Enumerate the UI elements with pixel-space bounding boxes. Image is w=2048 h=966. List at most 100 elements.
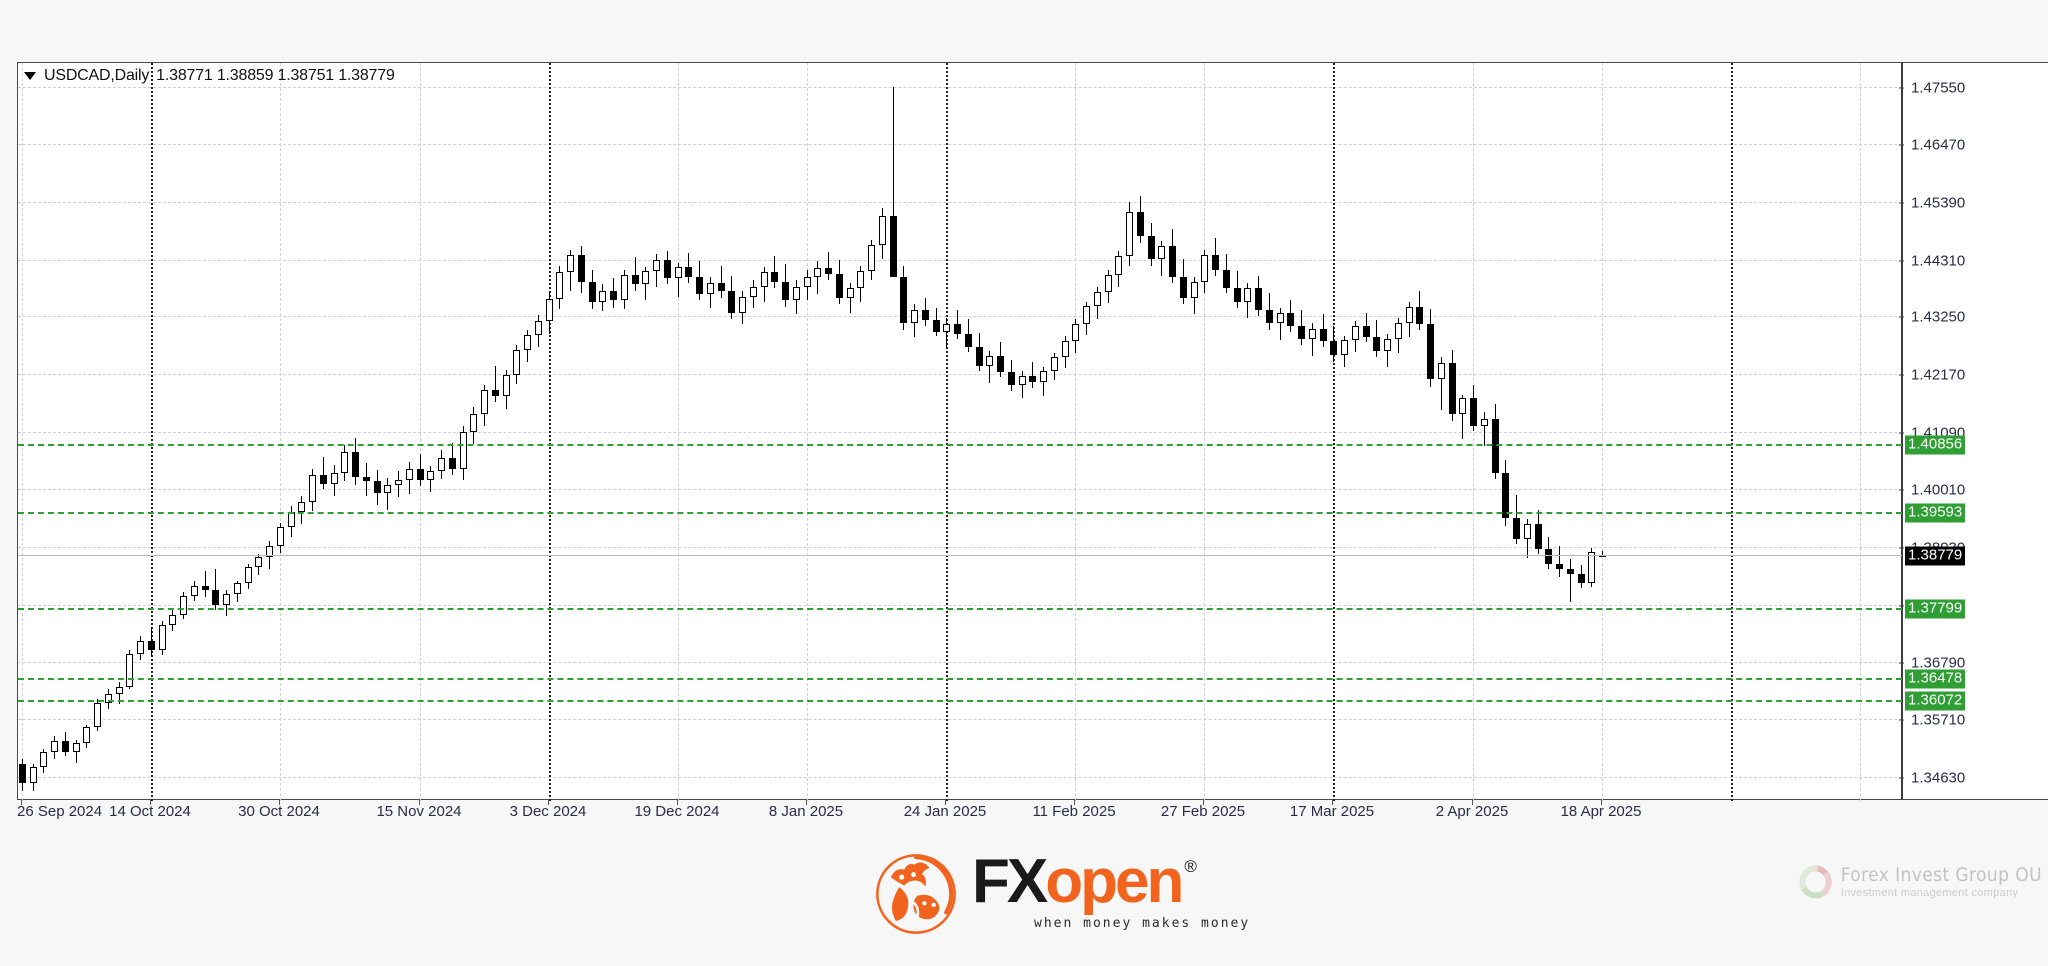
candle-body-bullish bbox=[40, 752, 47, 768]
candle-body-bullish bbox=[137, 640, 144, 655]
candle-body-bullish bbox=[879, 216, 886, 246]
candle-body-bearish bbox=[1320, 328, 1327, 342]
candle-body-bullish bbox=[943, 324, 950, 332]
candle-body-bearish bbox=[1373, 337, 1380, 352]
candle-body-bullish bbox=[1277, 312, 1284, 324]
candle-body-bullish bbox=[986, 356, 993, 366]
support-level-line[interactable] bbox=[18, 444, 1902, 447]
support-level-line[interactable] bbox=[18, 607, 1902, 610]
candle-body-bullish bbox=[621, 275, 628, 300]
time-axis-label: 26 Sep 2024 bbox=[17, 803, 103, 820]
time-axis-label: 27 Feb 2025 bbox=[1160, 803, 1246, 820]
candle-wick bbox=[678, 263, 679, 297]
candle-body-bullish bbox=[1352, 326, 1359, 341]
candle-body-bullish bbox=[105, 693, 112, 704]
candle-body-bearish bbox=[62, 740, 69, 752]
price-axis-label: 1.47550 bbox=[1911, 79, 1966, 96]
candle-body-bearish bbox=[1556, 563, 1563, 570]
support-level-label[interactable]: 1.36478 bbox=[1905, 669, 1966, 689]
time-scale[interactable]: 26 Sep 2024 14 Oct 2024 30 Oct 2024 15 Nov … bbox=[17, 800, 2048, 830]
candle-body-bullish bbox=[427, 470, 434, 481]
time-axis-label: 15 Nov 2024 bbox=[376, 803, 462, 820]
candle-wick bbox=[817, 261, 818, 295]
price-scale[interactable]: 1.47550 1.46470 1.45390 1.44310 1.43250 1.421… bbox=[1899, 62, 2048, 800]
candle-wick bbox=[495, 366, 496, 403]
candle-wick bbox=[215, 569, 216, 611]
candle-body-bullish bbox=[73, 742, 80, 752]
candle-body-bullish bbox=[83, 727, 90, 743]
support-level-line[interactable] bbox=[18, 678, 1902, 681]
chart-header: USDCAD,Daily 1.38771 1.38859 1.38751 1.3… bbox=[24, 67, 395, 85]
support-level-label[interactable]: 1.37799 bbox=[1905, 599, 1966, 619]
candle-body-bullish bbox=[1384, 339, 1391, 352]
price-axis-label: 1.40010 bbox=[1911, 481, 1966, 499]
price-axis-label: 1.34630 bbox=[1911, 769, 1966, 787]
price-tick bbox=[1899, 662, 1904, 664]
candle-body-bearish bbox=[1545, 548, 1552, 564]
horizontal-gridline bbox=[18, 431, 1902, 433]
candle-wick bbox=[1484, 411, 1485, 447]
vertical-gridline bbox=[151, 63, 153, 801]
time-tick bbox=[1472, 800, 1473, 805]
candle-body-bullish bbox=[642, 270, 649, 284]
candle-body-bullish bbox=[255, 557, 262, 568]
time-tick bbox=[1203, 800, 1204, 805]
price-axis-label: 1.35710 bbox=[1911, 711, 1966, 729]
horizontal-gridline bbox=[18, 719, 1902, 721]
candle-body-bullish bbox=[503, 374, 510, 396]
price-tick bbox=[1899, 144, 1904, 146]
chart-window[interactable]: USDCAD,Daily 1.38771 1.38859 1.38751 1.3… bbox=[17, 62, 1902, 801]
price-axis-label: 1.36790 bbox=[1911, 654, 1966, 672]
candle-body-bullish bbox=[1524, 524, 1531, 540]
candle-body-bullish bbox=[1244, 287, 1251, 302]
candle-body-bullish bbox=[535, 321, 542, 335]
candle-body-bearish bbox=[352, 451, 359, 478]
support-level-line[interactable] bbox=[18, 511, 1902, 514]
candle-body-bearish bbox=[976, 346, 983, 366]
brand-fx-text: FX bbox=[972, 846, 1048, 916]
candle-body-bullish bbox=[1395, 323, 1402, 340]
horizontal-gridline bbox=[18, 661, 1902, 663]
candle-body-bearish bbox=[1266, 310, 1273, 324]
candle-body-bullish bbox=[116, 686, 123, 694]
candle-body-bearish bbox=[696, 277, 703, 295]
support-level-label[interactable]: 1.40856 bbox=[1905, 435, 1966, 455]
caret-down-icon[interactable] bbox=[24, 72, 36, 80]
candle-wick bbox=[989, 351, 990, 384]
candle-body-bullish bbox=[1094, 292, 1101, 307]
candle-wick bbox=[1559, 545, 1560, 577]
candle-body-bullish bbox=[1191, 281, 1198, 298]
watermark-subtitle: Investment management company bbox=[1840, 887, 2019, 899]
candle-body-bullish bbox=[395, 480, 402, 485]
chart-plot-area[interactable] bbox=[18, 63, 1902, 801]
candle-wick bbox=[1312, 323, 1313, 357]
ring-logo-icon bbox=[1799, 864, 1832, 898]
candle-body-bullish bbox=[1051, 357, 1058, 372]
price-tick bbox=[1899, 87, 1904, 88]
candle-body-bearish bbox=[782, 281, 789, 300]
candle-body-bullish bbox=[1481, 419, 1488, 426]
price-tick bbox=[1899, 777, 1904, 779]
vertical-gridline bbox=[1333, 63, 1335, 801]
vertical-gridline bbox=[946, 63, 948, 801]
support-level-label[interactable]: 1.39593 bbox=[1905, 503, 1966, 523]
chart-symbol-label: USDCAD,Daily bbox=[44, 67, 150, 84]
candle-body-bullish bbox=[169, 615, 176, 625]
candle-body-bullish bbox=[1072, 324, 1079, 342]
candle-body-bullish bbox=[761, 271, 768, 287]
price-tick bbox=[1899, 202, 1904, 204]
support-level-line[interactable] bbox=[18, 699, 1902, 702]
time-axis-label: 14 Oct 2024 bbox=[109, 803, 191, 820]
candle-body-bullish bbox=[567, 254, 574, 272]
candle-body-bullish bbox=[653, 260, 660, 271]
candle-wick bbox=[893, 86, 894, 229]
support-level-label[interactable]: 1.36072 bbox=[1905, 691, 1966, 711]
candle-body-bullish bbox=[1083, 306, 1090, 325]
vertical-gridline bbox=[1602, 63, 1603, 801]
candle-body-bullish bbox=[1105, 275, 1112, 293]
candle-body-bearish bbox=[1298, 326, 1305, 340]
candle-wick bbox=[387, 478, 388, 511]
candle-body-bullish bbox=[513, 349, 520, 375]
candle-body-bearish bbox=[771, 271, 778, 282]
candle-wick bbox=[205, 571, 206, 597]
